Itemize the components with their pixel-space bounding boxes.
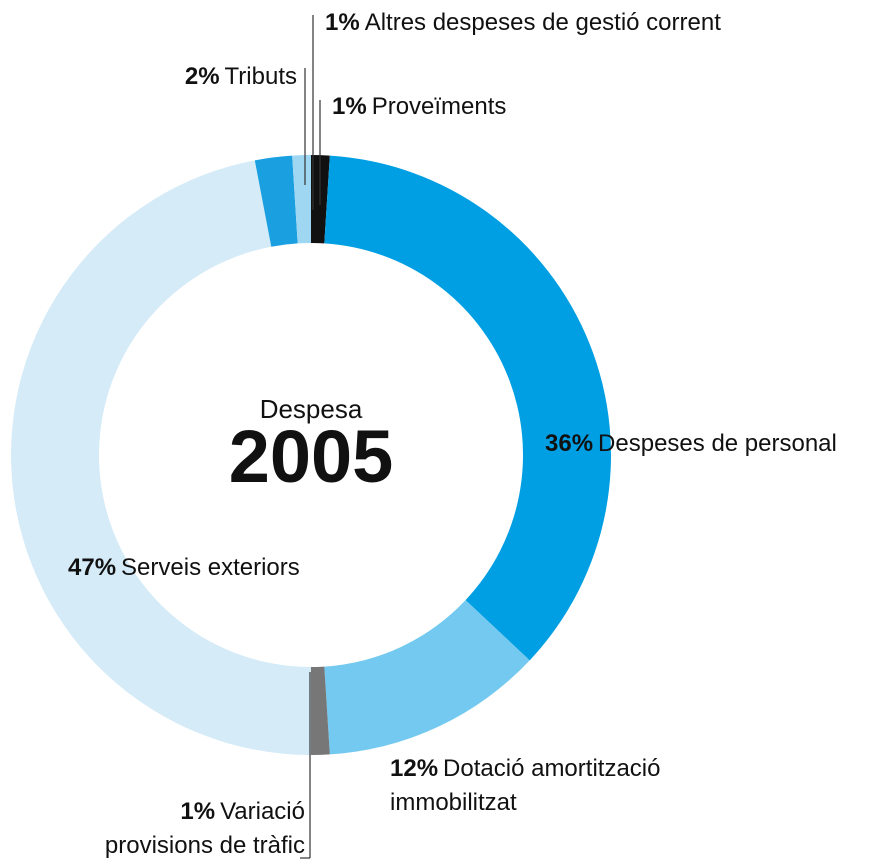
value-label: 47% (68, 554, 117, 581)
slice-label: 2% Tributs (185, 60, 297, 94)
category-label: Proveïments (371, 93, 507, 120)
value-label: 1% (332, 93, 367, 120)
donut-slice (311, 666, 330, 755)
slice-label: 47% Serveis exteriors (68, 551, 300, 585)
donut-slice (254, 155, 298, 247)
donut-slice (324, 600, 530, 755)
slice-label: 1% Variació provisions de tràfic (70, 795, 305, 863)
category-label: Altres despeses de gestió corrent (364, 9, 721, 36)
value-label: 1% (180, 798, 216, 825)
value-label: 2% (184, 63, 220, 90)
value-label: 1% (325, 9, 360, 36)
leader-lines (300, 15, 321, 859)
category-label: Tributs (224, 63, 297, 90)
slice-label: 12% Dotació amortització immobilitzat (390, 752, 750, 820)
value-label: 36% (545, 430, 594, 457)
slices (11, 155, 612, 755)
donut-slice (11, 160, 312, 755)
chart-subtitle: Despesa (260, 394, 363, 424)
category-label: Despeses de personal (598, 430, 837, 457)
category-label: Variació provisions de tràfic (104, 798, 305, 859)
category-label: Serveis exteriors (121, 554, 300, 581)
slice-label: 36% Despeses de personal (545, 427, 837, 461)
slice-label: 1% Altres despeses de gestió corrent (325, 6, 721, 40)
category-label: Dotació amortització immobilitzat (390, 755, 661, 816)
value-label: 12% (390, 755, 439, 782)
slice-label: 1% Proveïments (332, 90, 506, 124)
donut-slice (324, 155, 612, 661)
chart-title: 2005 (229, 415, 394, 498)
donut-slice (292, 155, 311, 244)
